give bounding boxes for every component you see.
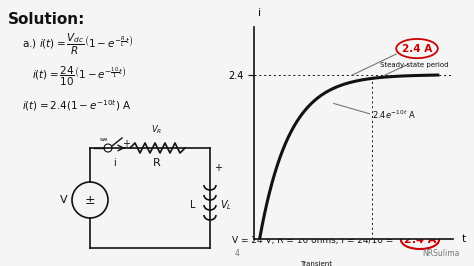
Text: $2.4e^{-10t}$ A: $2.4e^{-10t}$ A xyxy=(373,108,417,121)
Text: 2.4 A: 2.4 A xyxy=(402,44,432,53)
Text: +: + xyxy=(214,163,222,173)
Text: Solution:: Solution: xyxy=(8,12,85,27)
Text: sw: sw xyxy=(100,137,109,142)
Text: a.) $i(t) = \dfrac{V_{dc}}{R}\left(1 - e^{-\frac{R}{L}t}\right)$: a.) $i(t) = \dfrac{V_{dc}}{R}\left(1 - e… xyxy=(22,32,133,57)
Text: V = 24 V, R = 10 ohms, i = 24/10 =: V = 24 V, R = 10 ohms, i = 24/10 = xyxy=(232,235,393,244)
Text: Steady-state period: Steady-state period xyxy=(380,62,448,68)
Text: +: + xyxy=(122,139,130,149)
Text: $V_R$: $V_R$ xyxy=(151,123,163,136)
Text: t: t xyxy=(462,234,466,244)
Text: 2.4 A: 2.4 A xyxy=(404,235,436,245)
Text: i: i xyxy=(258,8,261,18)
Text: $i(t) = \dfrac{24}{10}\left(1 - e^{-\frac{10}{1}t}\right)$: $i(t) = \dfrac{24}{10}\left(1 - e^{-\fra… xyxy=(32,65,127,88)
Text: $V_L$: $V_L$ xyxy=(220,198,232,212)
Text: NRSulima: NRSulima xyxy=(423,249,460,258)
Text: $i(t) = 2.4\left(1 - e^{-10t}\right)$ A: $i(t) = 2.4\left(1 - e^{-10t}\right)$ A xyxy=(22,98,131,113)
Text: R: R xyxy=(153,158,161,168)
Text: 4: 4 xyxy=(235,249,239,258)
Text: $\pm$: $\pm$ xyxy=(84,193,96,206)
Text: V: V xyxy=(60,195,68,205)
Text: Transient
period: Transient period xyxy=(300,261,332,266)
Text: L: L xyxy=(191,200,196,210)
Text: i: i xyxy=(114,158,117,168)
